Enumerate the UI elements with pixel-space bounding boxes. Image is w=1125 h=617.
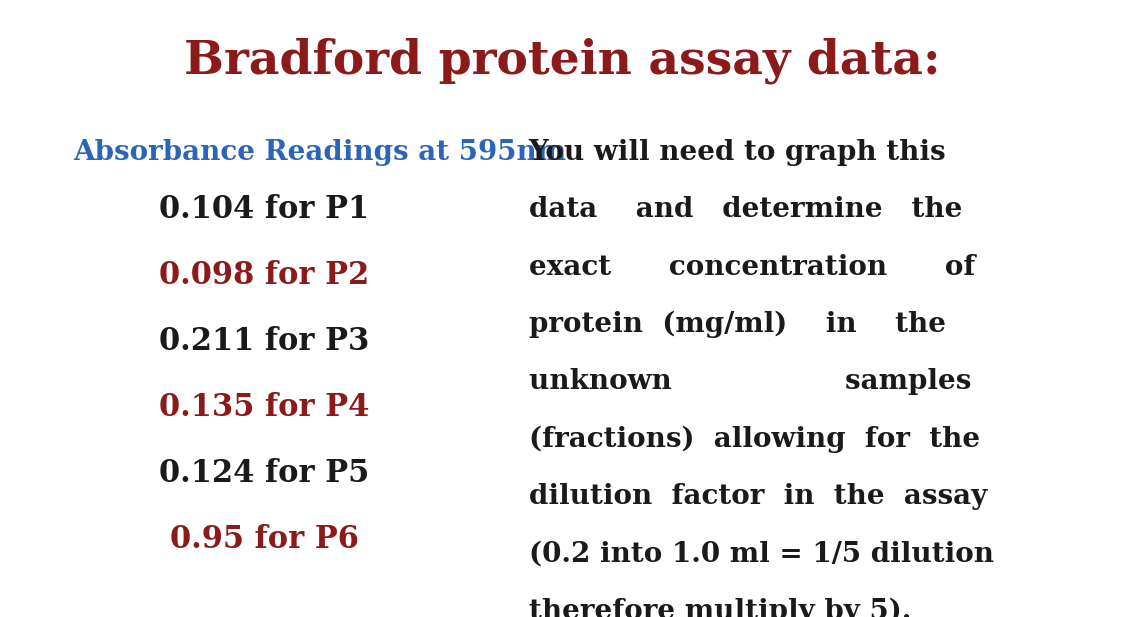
- Text: 0.104 for P1: 0.104 for P1: [160, 194, 369, 225]
- Text: exact      concentration      of: exact concentration of: [529, 254, 975, 281]
- Text: (fractions)  allowing  for  the: (fractions) allowing for the: [529, 426, 980, 453]
- Text: 0.135 for P4: 0.135 for P4: [160, 392, 369, 423]
- Text: 0.211 for P3: 0.211 for P3: [160, 326, 369, 357]
- Text: dilution  factor  in  the  assay: dilution factor in the assay: [529, 483, 987, 510]
- Text: unknown                  samples: unknown samples: [529, 368, 971, 395]
- Text: (0.2 into 1.0 ml = 1/5 dilution: (0.2 into 1.0 ml = 1/5 dilution: [529, 540, 993, 568]
- Text: data    and   determine   the: data and determine the: [529, 196, 962, 223]
- Text: Absorbance Readings at 595nm: Absorbance Readings at 595nm: [73, 139, 566, 166]
- Text: Bradford protein assay data:: Bradford protein assay data:: [184, 37, 940, 83]
- Text: 0.098 for P2: 0.098 for P2: [160, 260, 369, 291]
- Text: You will need to graph this: You will need to graph this: [529, 139, 946, 166]
- Text: 0.124 for P5: 0.124 for P5: [160, 458, 369, 489]
- Text: 0.95 for P6: 0.95 for P6: [170, 524, 359, 555]
- Text: therefore multiply by 5).: therefore multiply by 5).: [529, 598, 911, 617]
- Text: protein  (mg/ml)    in    the: protein (mg/ml) in the: [529, 311, 946, 338]
